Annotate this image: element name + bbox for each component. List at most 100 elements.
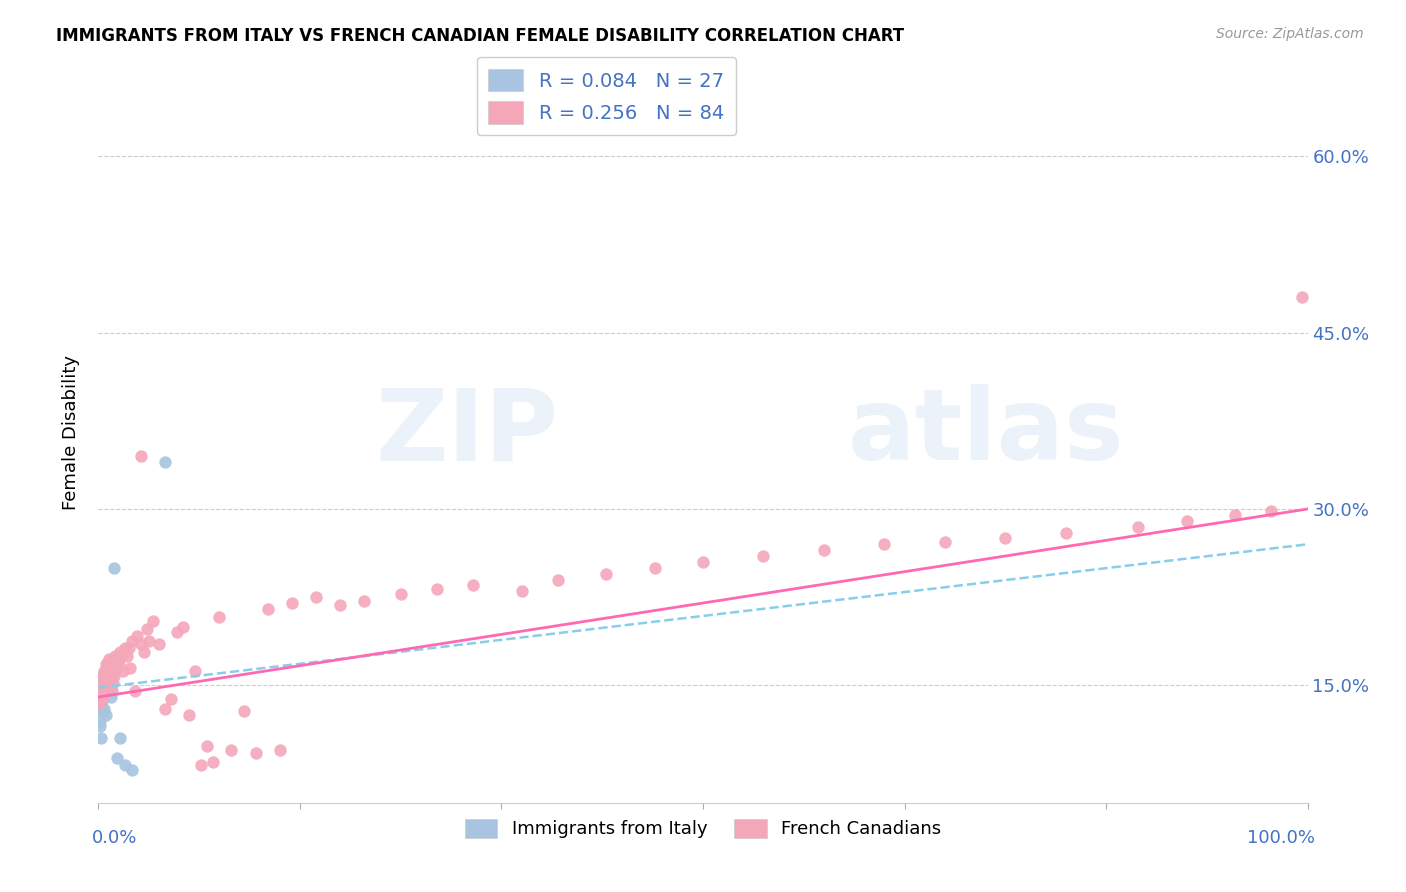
Point <box>105 660 128 674</box>
Point <box>510 584 533 599</box>
Point <box>208 610 231 624</box>
Point <box>108 731 131 746</box>
Point <box>90 692 112 706</box>
Point <box>127 629 149 643</box>
Point <box>103 660 125 674</box>
Point <box>184 664 207 678</box>
Text: IMMIGRANTS FROM ITALY VS FRENCH CANADIAN FEMALE DISABILITY CORRELATION CHART: IMMIGRANTS FROM ITALY VS FRENCH CANADIAN… <box>56 27 904 45</box>
Point <box>91 690 114 704</box>
Point <box>96 664 118 678</box>
Point <box>103 561 125 575</box>
Point <box>994 532 1017 546</box>
Point <box>100 657 122 672</box>
Point <box>98 669 121 683</box>
Point <box>1223 508 1246 522</box>
Point <box>91 678 114 692</box>
Point <box>110 648 132 663</box>
Point <box>221 743 243 757</box>
Point <box>190 758 212 772</box>
Text: Source: ZipAtlas.com: Source: ZipAtlas.com <box>1216 27 1364 41</box>
Point <box>134 645 156 659</box>
Point <box>179 707 201 722</box>
Legend: Immigrants from Italy, French Canadians: Immigrants from Italy, French Canadians <box>457 812 949 846</box>
Point <box>281 596 304 610</box>
Point <box>101 652 124 666</box>
Point <box>426 582 449 596</box>
Point <box>89 719 111 733</box>
Point <box>93 702 115 716</box>
Point <box>97 655 120 669</box>
Point <box>118 640 141 655</box>
Point <box>752 549 775 563</box>
Point <box>934 535 956 549</box>
Point <box>1260 504 1282 518</box>
Point <box>91 684 114 698</box>
Point <box>100 684 122 698</box>
Point <box>595 566 617 581</box>
Point <box>91 673 114 687</box>
Point <box>108 645 131 659</box>
Point <box>114 640 136 655</box>
Text: 0.0%: 0.0% <box>91 829 136 847</box>
Point <box>98 681 121 695</box>
Point <box>90 731 112 746</box>
Point <box>89 714 111 728</box>
Point <box>90 704 112 718</box>
Point <box>114 758 136 772</box>
Point <box>389 586 412 600</box>
Point <box>124 684 146 698</box>
Text: ZIP: ZIP <box>375 384 558 481</box>
Point <box>1128 519 1150 533</box>
Point <box>153 455 176 469</box>
Point <box>232 704 254 718</box>
Point <box>692 555 714 569</box>
Point <box>166 625 188 640</box>
Point <box>644 561 666 575</box>
Point <box>96 660 118 674</box>
Point <box>94 657 117 672</box>
Point <box>91 669 114 683</box>
Point <box>463 578 485 592</box>
Text: atlas: atlas <box>848 384 1125 481</box>
Y-axis label: Female Disability: Female Disability <box>62 355 80 510</box>
Point <box>91 676 114 690</box>
Point <box>256 602 278 616</box>
Point <box>101 676 124 690</box>
Point <box>100 681 122 695</box>
Point <box>148 637 170 651</box>
Text: 100.0%: 100.0% <box>1247 829 1315 847</box>
Point <box>121 763 143 777</box>
Point <box>813 543 835 558</box>
Point <box>172 619 194 633</box>
Point <box>129 449 152 463</box>
Point <box>873 537 896 551</box>
Point <box>97 673 120 687</box>
Point <box>91 684 114 698</box>
Point <box>96 669 118 683</box>
Point <box>245 747 267 761</box>
Point <box>98 652 121 666</box>
Point <box>100 664 122 678</box>
Point <box>91 706 114 720</box>
Point <box>117 648 139 663</box>
Point <box>91 692 114 706</box>
Point <box>91 681 114 695</box>
Point <box>121 633 143 648</box>
Point <box>129 637 152 651</box>
Point <box>100 690 122 704</box>
Point <box>547 573 569 587</box>
Point <box>93 681 115 695</box>
Point <box>90 681 112 695</box>
Point <box>89 696 111 710</box>
Point <box>93 681 115 695</box>
Point <box>138 633 160 648</box>
Point <box>1175 514 1198 528</box>
Point <box>94 676 117 690</box>
Point <box>103 669 125 683</box>
Point <box>1291 290 1313 304</box>
Point <box>94 673 117 687</box>
Point <box>1054 525 1077 540</box>
Point <box>96 678 118 692</box>
Point <box>329 599 352 613</box>
Point <box>353 593 375 607</box>
